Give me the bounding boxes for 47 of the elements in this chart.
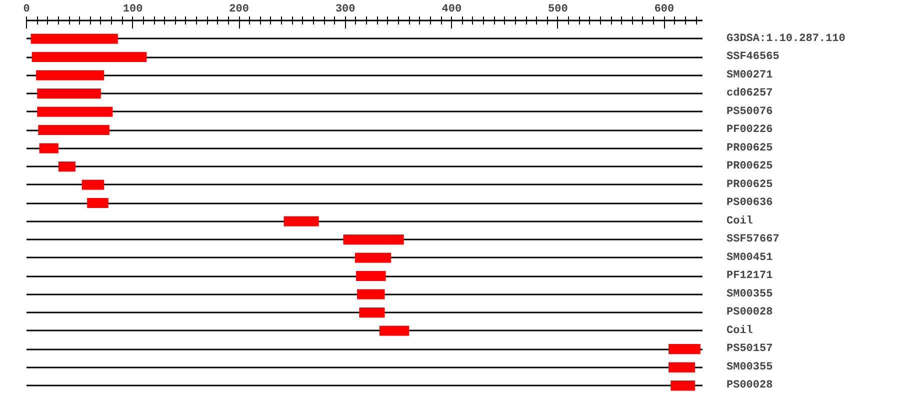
bar bbox=[37, 106, 113, 117]
bar bbox=[668, 344, 700, 354]
bar bbox=[343, 234, 404, 245]
y-tick-label: SM00355 bbox=[726, 288, 774, 300]
bar bbox=[357, 289, 385, 300]
bar bbox=[37, 88, 101, 99]
y-tick-label: PF12171 bbox=[726, 270, 774, 282]
bar bbox=[668, 362, 696, 372]
x-tick-label: 300 bbox=[335, 4, 356, 16]
y-tick-label: PS50076 bbox=[726, 106, 773, 118]
bar bbox=[82, 180, 104, 190]
y-tick-label: SSF57667 bbox=[726, 234, 780, 246]
y-tick-label: Coil bbox=[726, 324, 754, 337]
bar bbox=[284, 216, 319, 226]
x-tick-label: 100 bbox=[122, 4, 143, 16]
y-tick-label: cd06257 bbox=[726, 88, 773, 100]
y-tick-label: PS00636 bbox=[726, 197, 773, 210]
y-tick-label: PS50157 bbox=[726, 343, 773, 356]
y-tick-label: PR00625 bbox=[726, 178, 774, 191]
y-tick-label: SSF46565 bbox=[726, 51, 780, 64]
bar bbox=[30, 34, 118, 44]
y-tick-label: PF00226 bbox=[726, 124, 773, 136]
bar bbox=[36, 70, 104, 80]
bar bbox=[39, 143, 58, 154]
bar bbox=[32, 52, 147, 62]
y-tick-label: PR00625 bbox=[726, 160, 774, 173]
x-tick-label: 400 bbox=[442, 4, 462, 16]
y-tick-label: SM00451 bbox=[726, 252, 774, 264]
x-tick-label: 600 bbox=[654, 4, 674, 16]
y-tick-label: PS00028 bbox=[726, 380, 774, 392]
bar bbox=[354, 252, 392, 263]
y-tick-label: PR00625 bbox=[726, 142, 774, 154]
bar bbox=[359, 308, 385, 318]
bar bbox=[356, 271, 386, 282]
y-tick-label: SM00355 bbox=[726, 361, 774, 374]
x-tick-label: 500 bbox=[548, 4, 568, 16]
bar bbox=[87, 198, 108, 208]
y-tick-label: G3DSA:1.10.287.110 bbox=[726, 32, 846, 45]
bar bbox=[670, 380, 696, 391]
y-tick-label: SM00271 bbox=[726, 69, 774, 82]
y-tick-label: PS00028 bbox=[726, 306, 774, 319]
x-tick-label: 200 bbox=[229, 4, 249, 16]
bar bbox=[38, 124, 110, 136]
bar bbox=[58, 162, 76, 172]
y-tick-label: Coil bbox=[726, 215, 754, 228]
bar bbox=[379, 326, 410, 336]
x-tick-label: 0 bbox=[23, 4, 30, 16]
